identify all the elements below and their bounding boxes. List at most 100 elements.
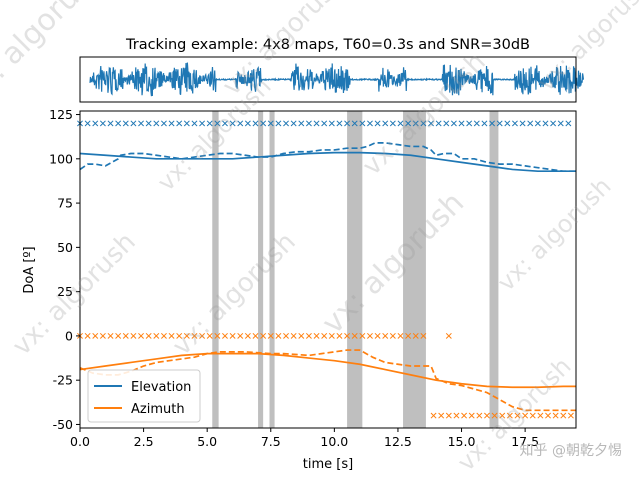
source-marker [443, 120, 450, 127]
source-marker [176, 120, 183, 127]
source-marker [534, 120, 541, 127]
source-marker [328, 120, 335, 127]
source-marker [397, 120, 404, 127]
source-marker [344, 332, 351, 339]
y-tick-label: 100 [49, 151, 73, 166]
source-marker [298, 120, 305, 127]
source-marker [328, 332, 335, 339]
source-marker [466, 120, 473, 127]
source-marker [160, 120, 167, 127]
source-marker [138, 120, 144, 127]
y-tick-label: 25 [57, 284, 73, 299]
watermark-text: vx: algorush [167, 227, 302, 362]
source-marker [458, 120, 465, 127]
source-marker [506, 412, 513, 419]
source-marker [176, 332, 183, 339]
source-marker [529, 412, 536, 419]
source-marker [99, 332, 106, 339]
source-marker [374, 120, 381, 127]
source-marker [504, 120, 511, 127]
source-marker [115, 332, 122, 339]
source-marker [260, 332, 267, 339]
source-marker [336, 332, 343, 339]
source-marker [305, 120, 312, 127]
source-marker [283, 332, 289, 339]
source-marker [214, 120, 221, 127]
source-marker [252, 332, 259, 339]
source-marker [99, 120, 106, 127]
source-marker [122, 120, 129, 127]
source-marker [514, 412, 521, 419]
source-marker [313, 120, 320, 127]
x-tick-label: 12.5 [384, 434, 412, 449]
source-marker [374, 332, 381, 339]
silence-band [269, 111, 275, 428]
source-marker [92, 120, 99, 127]
source-marker [550, 120, 557, 127]
credit-watermark: 知乎 @朝乾夕惕 [519, 443, 622, 459]
x-tick-label: 15.0 [448, 434, 476, 449]
series-line-elevation-estimate [79, 142, 576, 173]
source-marker [484, 412, 490, 419]
source-marker [130, 120, 137, 127]
source-marker [382, 120, 389, 127]
source-marker [275, 332, 282, 339]
waveform-panel [79, 56, 585, 103]
legend: Elevation Azimuth [87, 369, 201, 423]
source-marker [405, 332, 412, 339]
source-marker [537, 412, 544, 419]
source-marker [359, 120, 366, 127]
source-marker [453, 412, 460, 419]
x-axis-ticks: 0.0 2.5 5.0 7.5 10.0 12.5 15.0 17.5 [70, 428, 539, 449]
waveform-signal [89, 62, 585, 97]
chart-title: Tracking example: 4x8 maps, T60=0.3s and… [125, 37, 530, 53]
source-marker [267, 332, 274, 339]
source-marker [438, 412, 445, 419]
source-marker [382, 332, 389, 339]
source-marker [237, 332, 244, 339]
source-marker [359, 332, 366, 339]
silence-band [347, 111, 363, 428]
series-line-elevation [79, 151, 576, 173]
source-marker [191, 332, 198, 339]
source-marker [92, 332, 99, 339]
source-marker [389, 120, 396, 127]
source-marker [445, 332, 452, 339]
source-marker [522, 412, 529, 419]
source-marker [545, 412, 551, 419]
source-marker [313, 332, 320, 339]
source-marker [206, 120, 213, 127]
watermark-text: vx: algorush [0, 0, 111, 111]
source-marker [138, 332, 144, 339]
plot-frame [79, 110, 577, 429]
source-marker [489, 120, 496, 127]
source-marker [420, 120, 427, 127]
source-marker [283, 120, 289, 127]
source-marker [481, 120, 488, 127]
legend-label-azimuth: Azimuth [131, 402, 185, 417]
y-tick-label: -50 [53, 417, 73, 432]
source-marker [450, 120, 457, 127]
source-marker [199, 120, 206, 127]
source-marker [519, 120, 526, 127]
x-tick-label: 2.5 [134, 434, 154, 449]
silence-band [489, 111, 499, 428]
source-marker [512, 120, 518, 127]
source-marker [305, 332, 312, 339]
x-tick-label: 5.0 [197, 434, 217, 449]
source-marker [351, 332, 358, 339]
source-marker [491, 412, 498, 419]
y-tick-label: 50 [57, 240, 73, 255]
source-marker [420, 332, 427, 339]
source-marker [222, 332, 228, 339]
source-marker [405, 120, 412, 127]
source-marker [183, 120, 190, 127]
source-marker [290, 120, 297, 127]
source-marker [267, 120, 274, 127]
silence-shading [212, 111, 499, 428]
source-marker [367, 120, 373, 127]
source-marker [214, 332, 221, 339]
source-marker [229, 332, 236, 339]
waveform-line [89, 62, 585, 97]
